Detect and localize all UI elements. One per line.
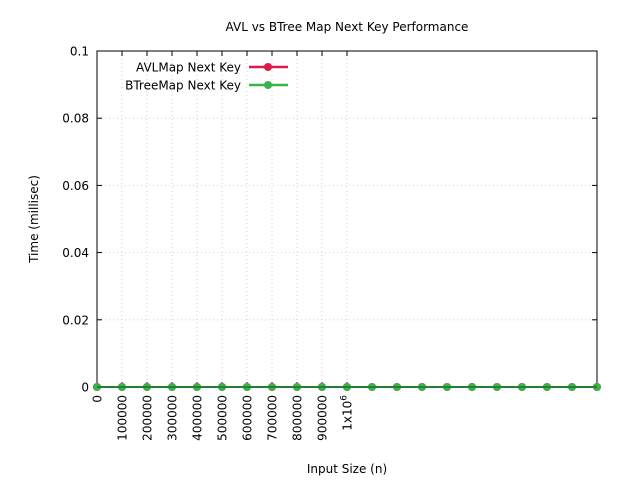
x-tick-label: 400000 (191, 395, 205, 441)
y-axis-label: Time (millisec) (27, 175, 41, 264)
legend-marker (264, 63, 272, 71)
x-tick-label: 600000 (241, 395, 255, 441)
y-tick-label: 0.1 (70, 45, 89, 59)
x-tick-label: 100000 (116, 395, 130, 441)
x-tick-label: 200000 (141, 395, 155, 441)
x-tick-label-exponent: 6 (340, 395, 350, 401)
chart-title: AVL vs BTree Map Next Key Performance (226, 20, 469, 34)
x-tick-label: 0 (91, 395, 105, 403)
grid-lines (97, 51, 597, 387)
x-tick-label: 300000 (166, 395, 180, 441)
legend-label: AVLMap Next Key (136, 61, 241, 75)
legend-label: BTreeMap Next Key (125, 79, 241, 93)
y-tick-label: 0.04 (62, 246, 89, 260)
y-tick-label: 0.08 (62, 112, 89, 126)
y-tick-label: 0.06 (62, 179, 89, 193)
y-tick-label: 0.02 (62, 313, 89, 327)
legend: AVLMap Next Key BTreeMap Next Key (125, 61, 288, 93)
axes: 0 0.02 0.04 0.06 0.08 0.1 0 100000 200000 300000 4… (62, 45, 597, 441)
x-tick-label: 800000 (291, 395, 305, 441)
x-tick-label: 700000 (266, 395, 280, 441)
x-tick-label: 900000 (316, 395, 330, 441)
x-axis-label: Input Size (n) (307, 462, 387, 476)
legend-marker (264, 81, 272, 89)
series-layer (93, 383, 601, 391)
x-tick-label: 500000 (216, 395, 230, 441)
y-tick-label: 0 (81, 381, 89, 395)
x-tick-label: 1x106 (340, 395, 355, 431)
